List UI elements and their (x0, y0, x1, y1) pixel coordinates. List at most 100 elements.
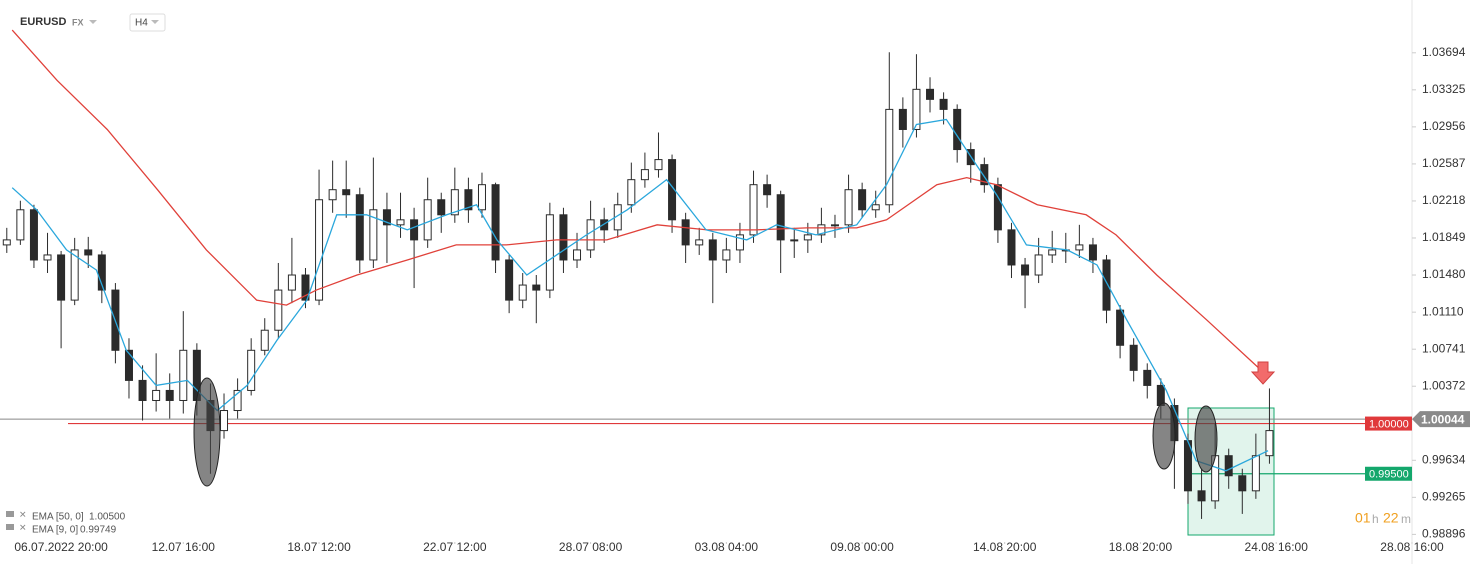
current-price-label: 1.00044 (1421, 412, 1465, 426)
x-tick-label: 22.07 12:00 (423, 540, 487, 554)
legend-icon[interactable] (6, 524, 14, 530)
candle-body (477, 184, 486, 211)
candle-body (1129, 344, 1138, 371)
candle-body (247, 349, 256, 391)
y-tick-label: 1.01110 (1422, 304, 1464, 318)
legend-icon[interactable] (6, 511, 14, 517)
candle-body (939, 98, 948, 110)
candle-body (871, 204, 880, 211)
candle-body (803, 234, 812, 241)
x-tick-label: 06.07.2022 20:00 (14, 540, 108, 554)
symbol[interactable]: EURUSD (20, 16, 67, 28)
candle-body (505, 259, 514, 301)
y-tick-label: 1.02587 (1422, 156, 1466, 170)
down-arrow (1250, 361, 1276, 385)
y-tick-label: 1.03325 (1422, 82, 1466, 96)
candle-body (220, 410, 229, 432)
candle-body (695, 239, 704, 246)
candle-body (763, 184, 772, 196)
candle-body (491, 184, 500, 261)
candle-body (926, 88, 935, 100)
candle-body (898, 108, 907, 130)
candle-body (84, 249, 93, 256)
x-tick-label: 18.07 12:00 (287, 540, 351, 554)
candle-body (830, 224, 839, 227)
candle-body (749, 184, 758, 236)
x-tick-label: 12.07 16:00 (152, 540, 216, 554)
legend-name: EMA [9, 0] (32, 525, 78, 536)
candle-body (722, 249, 731, 261)
level-label: 0.99500 (1369, 469, 1409, 481)
candle-body (518, 284, 527, 301)
candle-body (29, 209, 38, 261)
candle-body (953, 108, 962, 151)
candle-body (70, 249, 79, 301)
price-tag (1412, 411, 1470, 428)
x-tick-label: 14.08 20:00 (973, 540, 1037, 554)
y-tick-label: 0.99265 (1422, 490, 1466, 504)
market: FX (72, 17, 84, 27)
candle-body (980, 164, 989, 186)
x-tick-label: 24.08 16:00 (1245, 540, 1309, 554)
legend-close[interactable]: ✕ (19, 509, 27, 519)
candle-body (559, 214, 568, 261)
dropdown-arrow[interactable] (89, 20, 97, 24)
level-tag (1365, 466, 1412, 481)
candle-body (1238, 475, 1247, 492)
y-tick-label: 1.00741 (1422, 341, 1466, 355)
x-tick-label: 09.08 00:00 (830, 540, 894, 554)
candle-body (437, 199, 446, 216)
candle-body (138, 379, 147, 401)
candle-body (776, 194, 785, 241)
y-tick-label: 1.02218 (1422, 193, 1466, 207)
candle-body (1048, 249, 1057, 256)
y-tick-label: 0.99634 (1422, 452, 1466, 466)
candle-body (410, 219, 419, 241)
countdown-hours: 01 (1355, 510, 1371, 526)
candle-body (640, 169, 649, 181)
y-tick-label: 1.01480 (1422, 267, 1466, 281)
legend-name: EMA [50, 0] (32, 512, 84, 523)
dropdown-arrow (151, 20, 159, 24)
y-tick-label: 1.03694 (1422, 45, 1466, 59)
interval: H4 (135, 18, 148, 29)
candle-body (708, 239, 717, 261)
candle-body (817, 224, 826, 236)
candle-body (328, 189, 337, 201)
candle-body (2, 239, 11, 246)
interval-box[interactable] (129, 13, 166, 32)
candle-body (57, 254, 66, 301)
candle-body (342, 189, 351, 196)
candle-body (396, 219, 405, 226)
candle-body (1156, 384, 1165, 407)
legend: ✕ EMA [50, 0] 1.00500 ✕ EMA [9, 0] 0.997… (6, 509, 126, 536)
candle-body (301, 274, 310, 301)
candle-body (464, 189, 473, 211)
candle-body (260, 329, 269, 351)
candle-body (586, 219, 595, 251)
candle-body (844, 189, 853, 226)
candle-body (287, 274, 296, 291)
candle-body (369, 209, 378, 261)
ema-line (11, 29, 1268, 376)
candle-body (1224, 455, 1233, 477)
candle-body (1034, 254, 1043, 276)
highlight-ellipse (193, 377, 221, 487)
candle-body (382, 209, 391, 226)
candle-body (654, 159, 663, 171)
candle-body (165, 389, 174, 401)
legend-value: 1.00500 (89, 512, 126, 523)
candle-body (668, 159, 677, 221)
candle-body (1251, 455, 1260, 492)
candle-body (573, 249, 582, 261)
candle-body (274, 289, 283, 331)
candle-body (885, 108, 894, 206)
candle-body (627, 179, 636, 206)
countdown-minutes: 22 (1383, 510, 1399, 526)
legend-close[interactable]: ✕ (19, 522, 27, 532)
x-tick-label: 18.08 20:00 (1109, 540, 1173, 554)
candle-body (97, 254, 106, 291)
candle-body (355, 194, 364, 261)
